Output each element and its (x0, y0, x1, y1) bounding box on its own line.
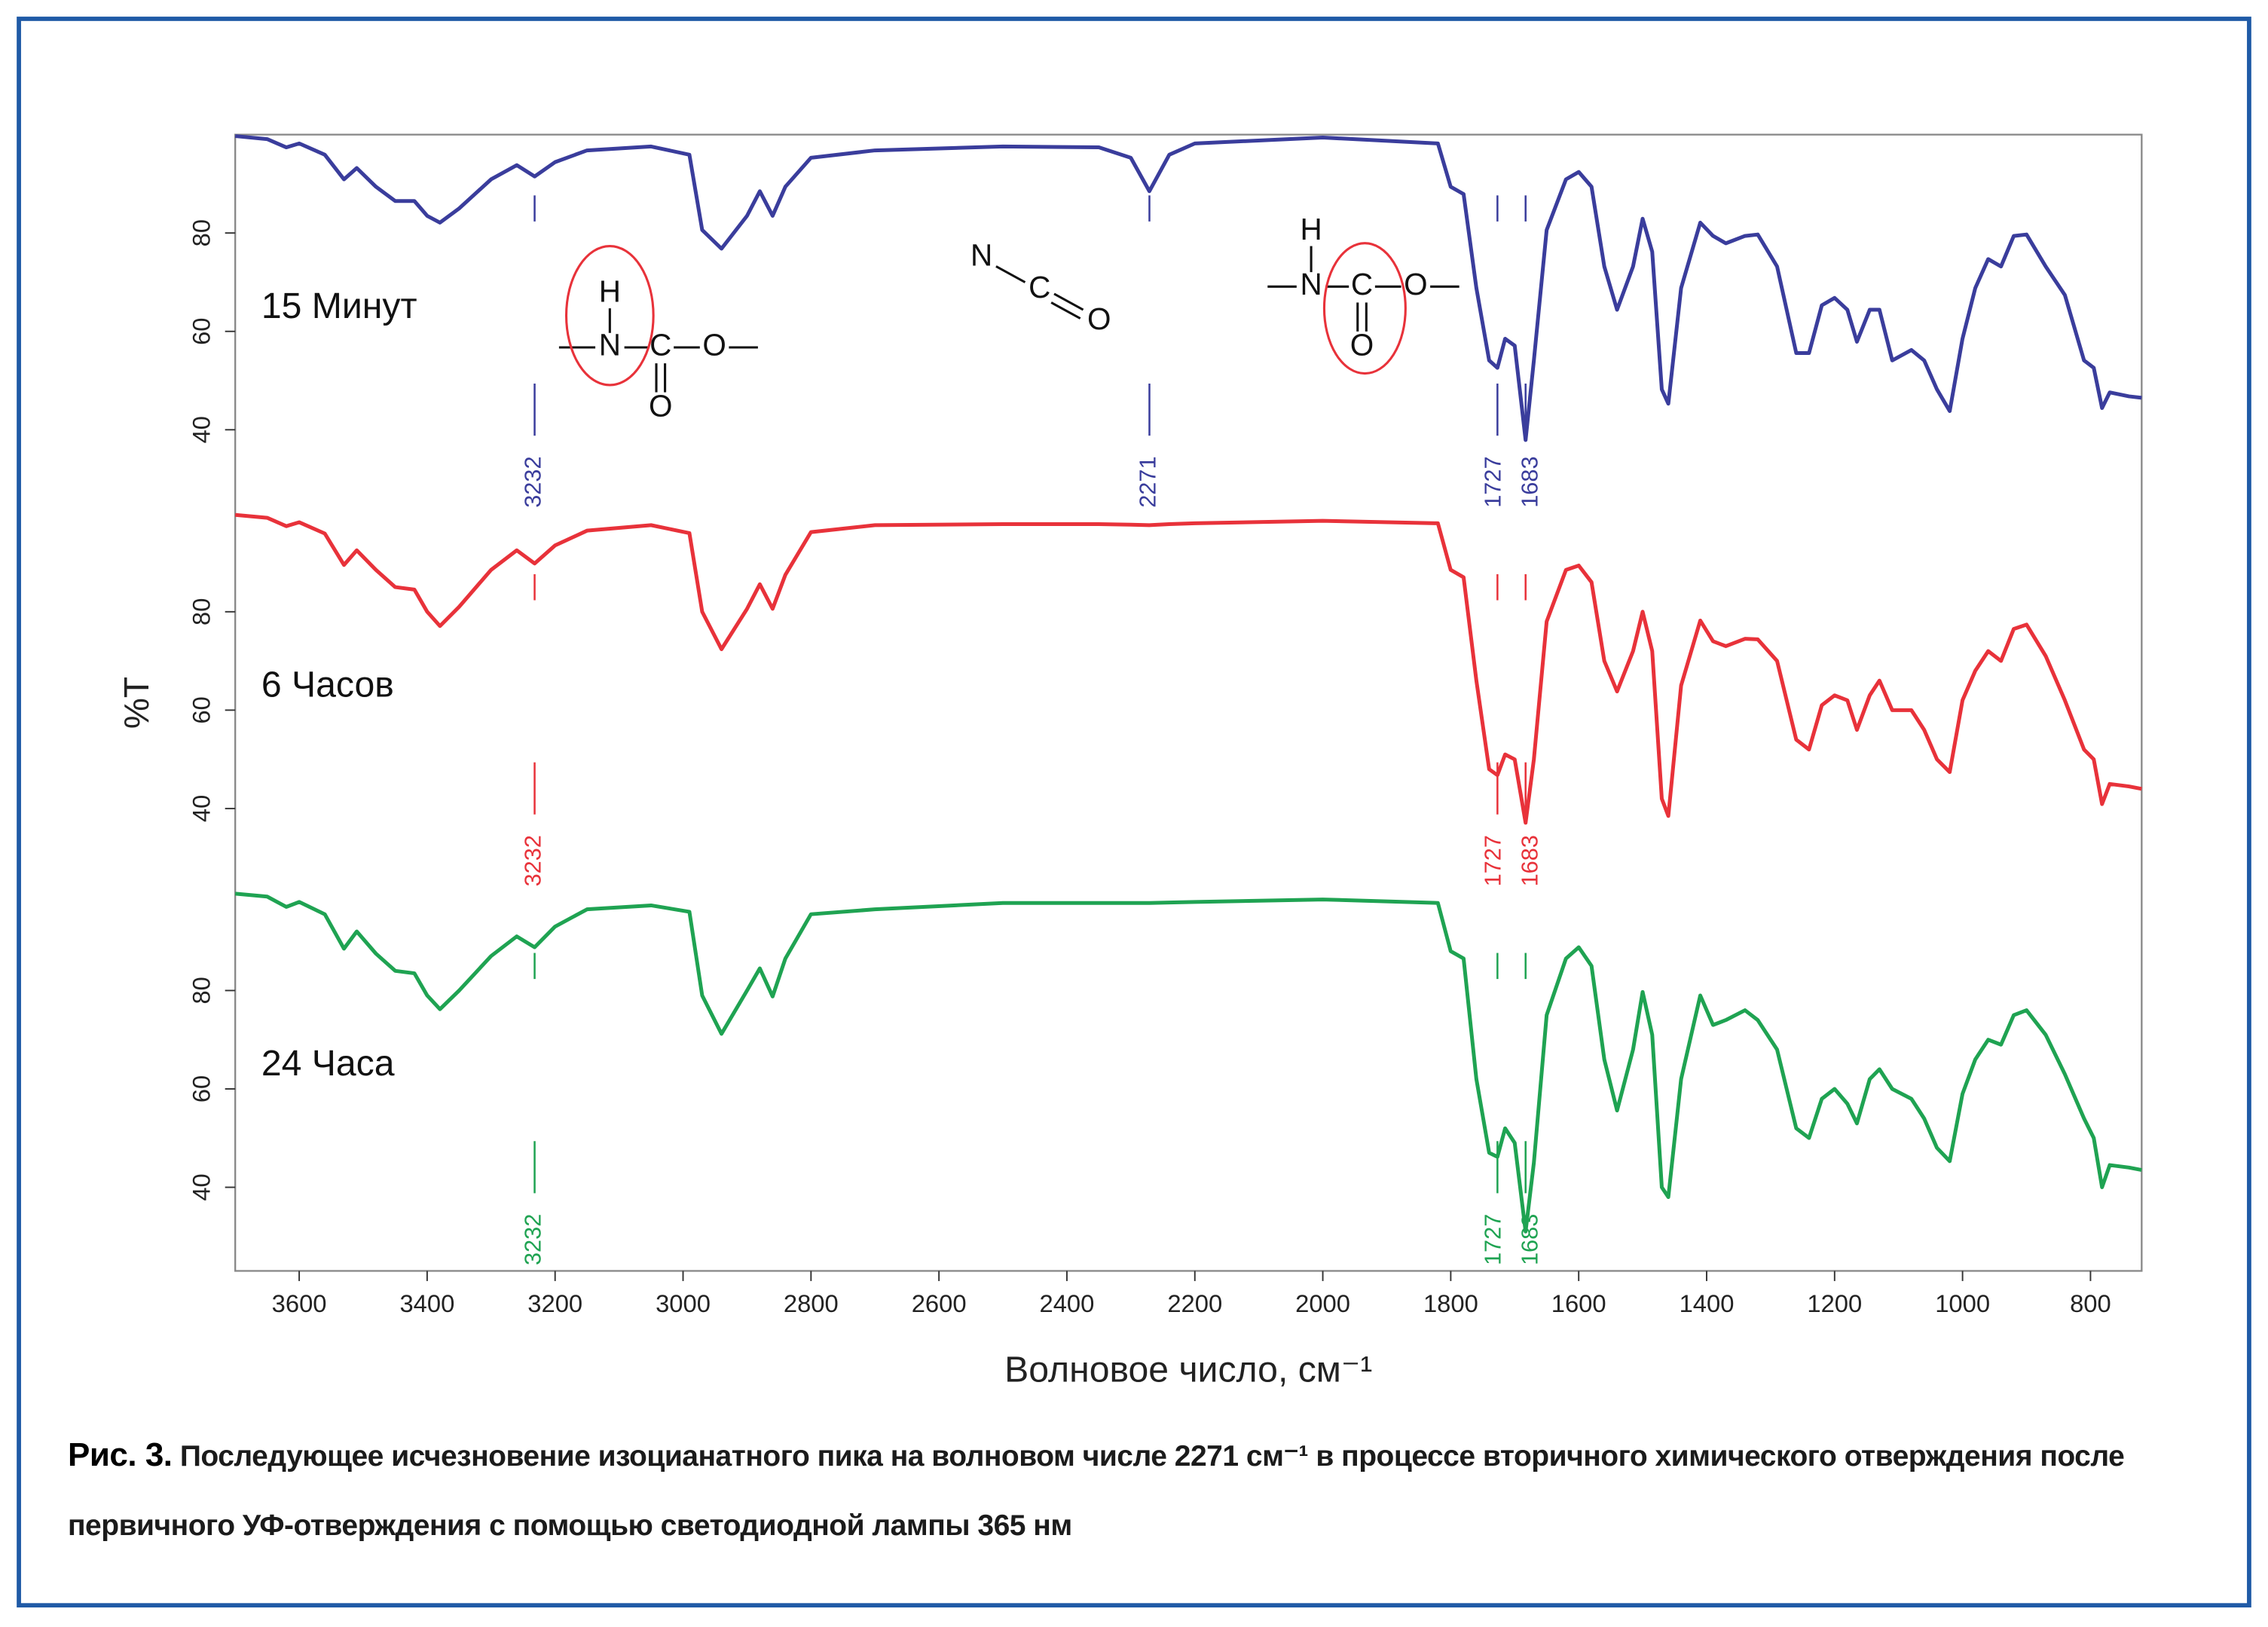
peak-label: 1683 (1517, 456, 1543, 507)
x-tick-label: 3400 (399, 1289, 454, 1317)
y-tick-label: 40 (187, 416, 215, 443)
atom-label: O (649, 388, 672, 423)
x-tick-label: 1800 (1423, 1289, 1478, 1317)
atom-label: C (1351, 267, 1373, 301)
atom-label: N (1300, 267, 1322, 301)
atom-label: H (1300, 212, 1322, 246)
caption: Рис. 3. Последующее исчезновение изоциан… (68, 1421, 2208, 1561)
atom-label: O (1350, 328, 1374, 362)
peak-label: 1727 (1480, 835, 1506, 886)
y-axis-label: %T (117, 677, 156, 729)
atom-label: N (599, 328, 621, 362)
highlight (1322, 242, 1407, 375)
x-tick-label: 3200 (527, 1289, 582, 1317)
x-tick-label: 2000 (1295, 1289, 1350, 1317)
atom-label: N (970, 238, 992, 273)
x-tick-label: 3600 (272, 1289, 327, 1317)
x-tick-label: 1400 (1680, 1289, 1735, 1317)
atom-label: O (1087, 301, 1111, 336)
spectrum-line (234, 512, 2142, 825)
spectrum-line (234, 891, 2142, 1234)
plot-box (234, 133, 2143, 1272)
peak-label: 3232 (520, 1214, 546, 1265)
y-tick-label: 80 (187, 219, 215, 246)
x-tick-label: 2600 (912, 1289, 967, 1317)
peak-label: 3232 (520, 456, 546, 507)
y-tick-label: 60 (187, 696, 215, 723)
y-tick-label: 80 (187, 977, 215, 1004)
x-tick-label: 2800 (784, 1289, 839, 1317)
atom-label: O (1404, 267, 1427, 301)
y-tick-label: 40 (187, 1173, 215, 1200)
x-tick-label: 2400 (1040, 1289, 1095, 1317)
x-tick-label: 1200 (1807, 1289, 1862, 1317)
x-tick-label: 800 (2070, 1289, 2111, 1317)
structure-bonds (558, 246, 1460, 393)
peak-label: 1683 (1517, 835, 1543, 886)
atom-label: O (702, 328, 726, 362)
series-label: 15 Минут (261, 286, 417, 326)
peak-label: 1727 (1480, 1214, 1506, 1265)
y-tick-label: 60 (187, 1075, 215, 1103)
frame (17, 17, 2251, 1608)
atom-label: H (599, 274, 621, 309)
series-label: 6 Часов (261, 665, 394, 705)
peak-label: 3232 (520, 835, 546, 886)
peak-label: 1727 (1480, 456, 1506, 507)
atom-label: C (650, 328, 671, 362)
series-label: 24 Часа (261, 1043, 395, 1084)
x-tick-label: 1600 (1551, 1289, 1606, 1317)
x-tick-label: 1000 (1935, 1289, 1990, 1317)
caption-text: Последующее исчезновение изоцианатного п… (68, 1440, 2125, 1542)
spectrum-line (234, 134, 2142, 442)
y-tick-label: 40 (187, 795, 215, 822)
x-tick-label: 2200 (1167, 1289, 1222, 1317)
atom-label: C (1029, 270, 1050, 304)
caption-label: Рис. 3. (68, 1436, 173, 1473)
x-axis-label: Волновое число, см⁻¹ (1004, 1350, 1372, 1390)
highlight (564, 245, 655, 387)
peak-label: 1683 (1517, 1214, 1543, 1265)
peak-label: 2271 (1135, 456, 1161, 507)
y-tick-label: 60 (187, 318, 215, 345)
y-tick-label: 80 (187, 598, 215, 625)
x-tick-label: 3000 (656, 1289, 711, 1317)
